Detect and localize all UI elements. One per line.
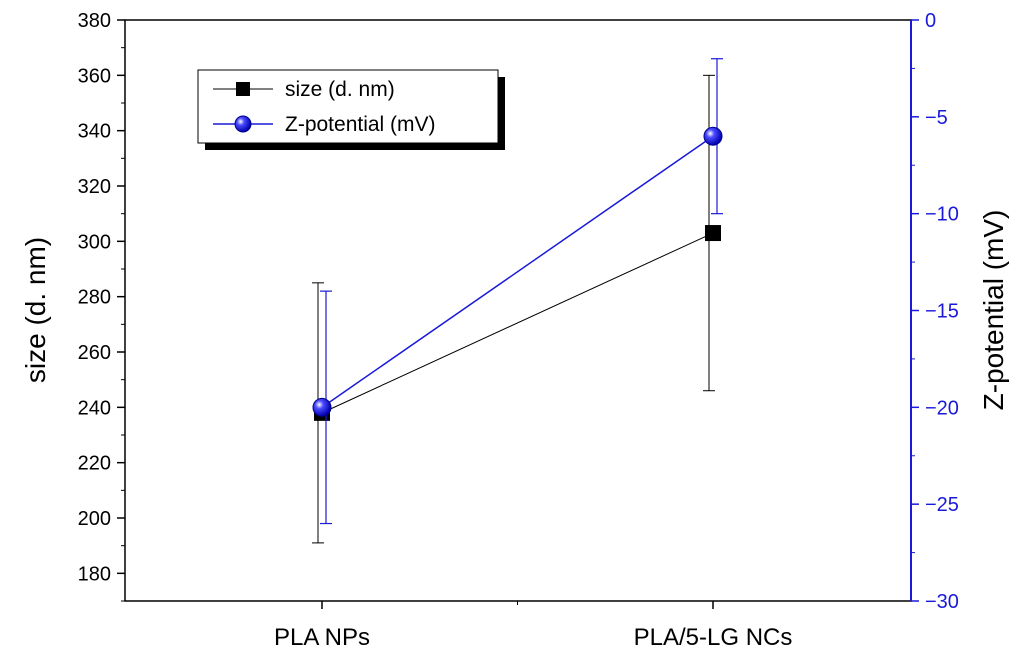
legend-marker-square	[236, 82, 250, 96]
x-axis-ticks: PLA NPs PLA/5-LG NCs	[274, 601, 792, 651]
y2-tick-label: −25	[925, 494, 959, 516]
x-tick-label: PLA/5-LG NCs	[634, 624, 793, 651]
y-tick-label: 200	[78, 508, 111, 530]
y-tick-label: 300	[78, 231, 111, 253]
legend-label-zeta: Z-potential (mV)	[285, 113, 436, 136]
y-tick-label: 320	[78, 176, 111, 198]
y2-tick-label: −20	[925, 397, 959, 419]
y-tick-label: 280	[78, 287, 111, 309]
y-tick-label: 380	[78, 10, 111, 32]
y-tick-label: 220	[78, 453, 111, 475]
point-marker-circle	[312, 397, 332, 417]
left-axis-ticks: 380 360 340 320 300 280 260 240 220 200 180	[78, 10, 125, 602]
y-tick-label: 180	[78, 563, 111, 585]
y-tick-label: 340	[78, 121, 111, 143]
y2-tick-label: −15	[925, 301, 959, 323]
right-axis-ticks: 0 −5 −10 −15 −20 −25 −30	[911, 10, 959, 613]
series-line	[321, 135, 714, 408]
series-layer	[312, 58, 723, 544]
point-marker-circle	[703, 126, 723, 146]
y2-tick-label: −30	[925, 591, 959, 613]
y-axis-label: size (d. nm)	[20, 237, 51, 383]
y2-tick-label: 0	[925, 10, 936, 32]
x-tick-label: PLA NPs	[274, 624, 370, 651]
y2-axis-label: Z-potential (mV)	[978, 210, 1009, 411]
series-zeta	[312, 58, 723, 525]
point-marker-square	[705, 225, 721, 242]
y-tick-label: 240	[78, 397, 111, 419]
legend-label-size: size (d. nm)	[285, 78, 395, 101]
y-tick-label: 260	[78, 342, 111, 364]
y-tick-label: 360	[78, 65, 111, 87]
legend-marker-circle	[234, 115, 252, 133]
series-line	[321, 232, 714, 414]
y2-tick-label: −5	[925, 107, 948, 129]
legend: size (d. nm) Z-potential (mV)	[197, 69, 505, 150]
y2-tick-label: −10	[925, 204, 959, 226]
